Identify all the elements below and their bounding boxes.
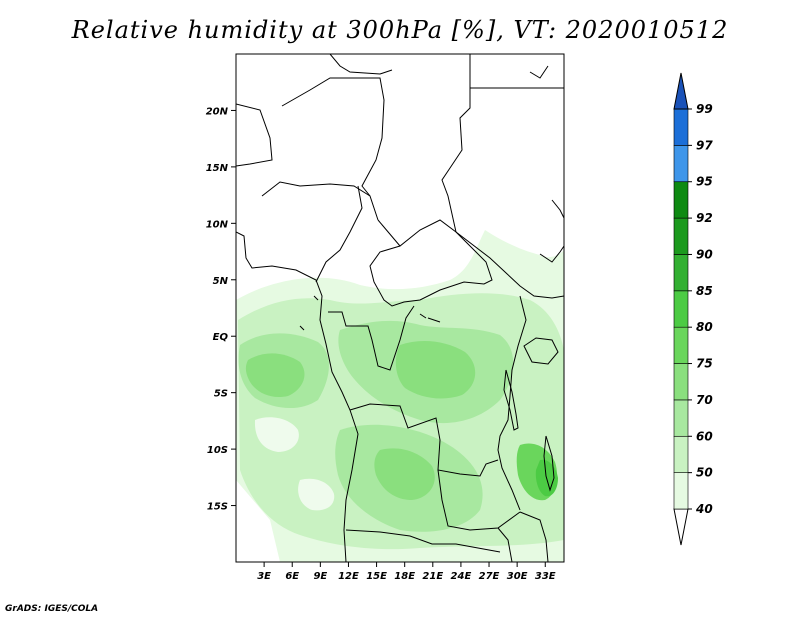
colorbar-label: 80 — [696, 320, 713, 334]
border-drc-angola — [349, 403, 499, 477]
colorbar-segment — [673, 181, 689, 219]
border-zimbabwe — [497, 527, 513, 562]
colorbar-label: 50 — [696, 466, 713, 480]
rh-40-clear-3 — [236, 480, 280, 562]
grads-credit: GrADS: IGES/COLA — [5, 604, 99, 614]
map-frame — [235, 53, 565, 563]
colorbar-label: 70 — [696, 393, 713, 407]
lat-tick-label: 20N — [206, 106, 229, 117]
border-west-coast-minor — [299, 295, 441, 331]
lon-tick-label: 6E — [285, 571, 299, 582]
sinai-coast — [529, 65, 549, 79]
colorbar: 40 50 60 70 75 80 85 90 92 95 97 99 — [673, 72, 713, 546]
lon-tick-label: 27E — [479, 571, 500, 582]
colorbar-segment — [673, 472, 689, 510]
colorbar-segment — [673, 254, 689, 292]
border-mozambique — [519, 511, 549, 562]
colorbar-label: 90 — [696, 247, 713, 261]
colorbar-segment — [673, 217, 689, 255]
map-title: Relative humidity at 300hPa [%], VT: 202… — [71, 16, 729, 44]
lake-malawi — [543, 435, 555, 492]
colorbar-label: 92 — [696, 211, 713, 225]
longitude-axis: 3E 6E 9E 12E 15E 18E 21E 24E 27E 30E 33E — [257, 562, 556, 582]
border-libya-niger — [329, 54, 393, 75]
border-lake-victoria — [523, 337, 559, 365]
colorbar-segment — [673, 363, 689, 401]
lon-tick-label: 24E — [451, 571, 472, 582]
colorbar-label: 75 — [696, 357, 713, 371]
coastline-west-africa — [236, 231, 359, 562]
colorbar-segment — [673, 290, 689, 328]
lon-tick-label: 18E — [394, 571, 415, 582]
lat-tick-label: 10S — [207, 445, 228, 456]
colorbar-segment — [673, 108, 689, 146]
border-chad-sudan — [441, 54, 471, 233]
border-nigeria-cameroon — [315, 185, 363, 283]
colorbar-high-triangle — [673, 72, 689, 110]
lon-tick-label: 21E — [422, 571, 443, 582]
lon-tick-label: 9E — [313, 571, 327, 582]
border-angola-namibia — [345, 529, 501, 553]
border-car — [369, 219, 493, 307]
border-zambia-south — [437, 469, 521, 531]
latitude-axis: 20N 15N 10N 5N EQ 5S 10S 15S — [206, 106, 236, 513]
border-somalia — [551, 199, 564, 219]
border-niger-chad — [281, 77, 385, 221]
colorbar-segment — [673, 145, 689, 183]
lat-tick-label: 15N — [206, 163, 229, 174]
rh-70-area-central — [395, 340, 476, 399]
rh-70-area-south — [374, 448, 435, 500]
border-nigeria-north — [261, 181, 371, 197]
colorbar-segment — [673, 435, 689, 473]
colorbar-label: 97 — [696, 138, 713, 152]
border-congo — [328, 305, 415, 371]
colorbar-label: 85 — [696, 284, 713, 298]
colorbar-label: 99 — [696, 102, 713, 116]
colorbar-low-triangle — [673, 508, 689, 546]
colorbar-label: 95 — [696, 175, 713, 189]
colorbar-segment — [673, 326, 689, 364]
lon-tick-label: 30E — [507, 571, 528, 582]
border-algeria-mali — [236, 103, 273, 167]
lat-tick-label: 15S — [207, 502, 228, 513]
lat-tick-label: EQ — [213, 332, 229, 343]
lake-tanganyika — [503, 369, 519, 431]
lon-tick-label: 15E — [366, 571, 387, 582]
border-drc-east — [497, 295, 527, 511]
humidity-shading — [236, 230, 564, 562]
lat-tick-label: 5N — [213, 276, 229, 287]
lat-tick-label: 5S — [214, 389, 228, 400]
lat-tick-label: 10N — [206, 219, 229, 230]
border-sudan-south — [455, 231, 564, 299]
country-borders — [236, 54, 564, 562]
rh-40-clear-2 — [298, 478, 335, 511]
lon-tick-label: 3E — [257, 571, 271, 582]
colorbar-label: 40 — [695, 502, 713, 516]
rh-70-area-west — [245, 353, 305, 398]
rh-40-clear-1 — [254, 417, 299, 452]
lon-tick-label: 12E — [338, 571, 359, 582]
colorbar-label: 60 — [696, 429, 713, 443]
lon-tick-label: 33E — [535, 571, 556, 582]
border-ethiopia-kenya — [539, 245, 564, 263]
colorbar-segment — [673, 399, 689, 437]
